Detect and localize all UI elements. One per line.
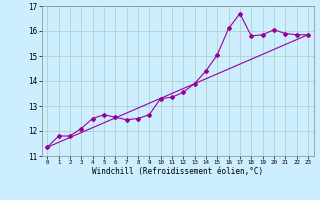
X-axis label: Windchill (Refroidissement éolien,°C): Windchill (Refroidissement éolien,°C): [92, 167, 263, 176]
